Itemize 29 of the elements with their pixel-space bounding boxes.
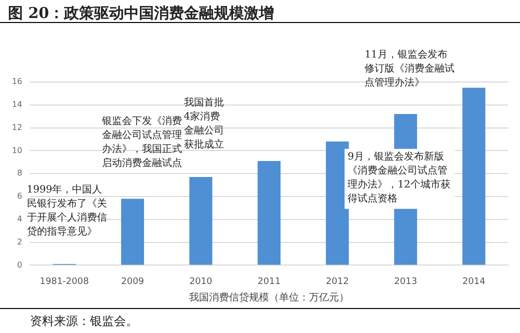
chart-title: 图 20：政策驱动中国消费金融规模激增: [8, 4, 274, 23]
y-tick-label: 16: [12, 77, 22, 86]
annotation: 我国首批4家消费金融公司获批成立: [184, 96, 224, 151]
annotation: 11月，银监会发布修订版《消费金融试点管理办法》: [364, 48, 455, 89]
x-tick-label: 2009: [121, 276, 144, 287]
annotation: 9月，银监会发布新版《消费金融公司试点管理办法》，12个城市获得试点资格: [348, 150, 450, 204]
x-tick-label: 2013: [394, 276, 418, 287]
y-tick-label: 8: [17, 168, 22, 178]
x-tick-label: 2011: [258, 276, 281, 287]
text: 资料来源：银监会。: [30, 313, 138, 330]
y-tick-label: 12: [12, 122, 22, 132]
bar: [258, 161, 281, 265]
bar: [189, 177, 212, 265]
x-tick-label: 2010: [189, 276, 213, 287]
y-tick-label: 4: [17, 214, 22, 224]
bar: [326, 142, 349, 265]
x-axis-title: 我国消费信贷规模（单位：万亿元）: [189, 292, 350, 304]
bar: [121, 198, 144, 265]
x-tick-label: 1981-2008: [40, 276, 90, 287]
y-tick-label: 10: [12, 146, 22, 155]
x-tick-label: 2014: [462, 276, 486, 287]
annotation: 1999年，中国人民银行发布了《关于开展个人消费信贷的指导意见》: [26, 184, 107, 238]
bar: [462, 88, 486, 265]
x-tick-label: 2012: [326, 276, 349, 287]
y-tick-label: 2: [17, 237, 22, 246]
annotation: 银监会下发《消费金融公司试点管理办法》，我国正式启动消费金融试点: [100, 114, 182, 169]
y-tick-label: 14: [12, 100, 22, 109]
y-tick-label: 6: [17, 192, 22, 201]
y-tick-label: 0: [17, 260, 22, 270]
